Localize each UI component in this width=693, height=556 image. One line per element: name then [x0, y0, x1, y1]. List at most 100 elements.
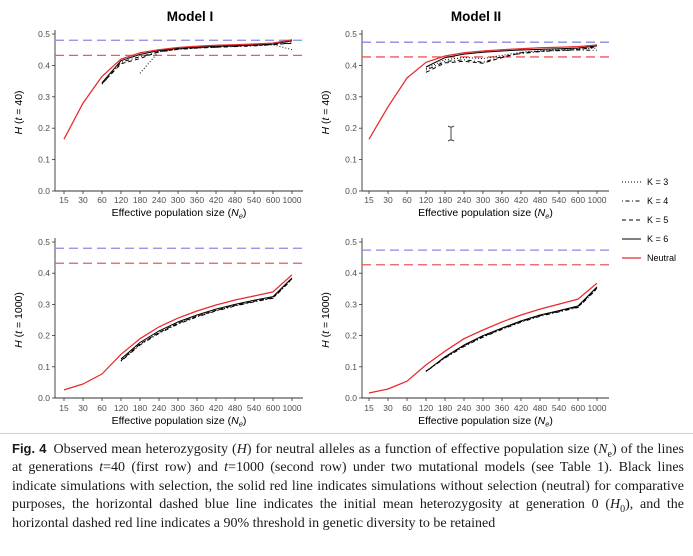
x-axis-title-text: )	[549, 207, 553, 219]
series-line-neutral	[368, 44, 598, 140]
x-tick-label: 480	[533, 195, 547, 205]
legend-item-k-3: K = 3	[622, 177, 668, 187]
x-tick-label: 30	[383, 403, 393, 413]
x-tick-label: 30	[78, 195, 88, 205]
y-tick-label: 0.2	[38, 331, 50, 341]
y-tick-label: 0.0	[38, 186, 50, 196]
y-axis-title-symbol: t	[320, 117, 332, 121]
x-tick-label: 600	[571, 403, 585, 413]
y-tick-label: 0.0	[345, 393, 357, 403]
x-axis-title-text: )	[243, 415, 247, 427]
x-axis-title-symbol: N	[538, 207, 546, 219]
x-tick-label: 60	[402, 403, 412, 413]
caption-text: ), and the horizontal dashed red line in…	[12, 497, 685, 531]
y-axis-title-symbol: t	[320, 330, 332, 334]
x-tick-label: 1000	[283, 195, 302, 205]
figure-label: Fig. 4	[12, 441, 47, 456]
y-axis-title-symbol: H	[320, 340, 332, 348]
y-axis-title-text: = 1000)	[320, 292, 332, 331]
caption-text: Observed mean heterozygosity (	[53, 442, 237, 457]
x-tick-label: 420	[209, 195, 223, 205]
table-1-link[interactable]: Table 1	[559, 460, 605, 476]
series-line-k-6	[425, 286, 598, 372]
series-line-k-6	[101, 40, 293, 84]
y-axis-title: H (t = 40)	[13, 90, 25, 134]
figure-caption: Fig. 4 Observed mean heterozygosity (H) f…	[12, 440, 684, 533]
series-line-k-5	[120, 278, 293, 361]
caption-text: =1000 (second row) under two mutational …	[228, 460, 560, 476]
x-tick-label: 120	[114, 195, 128, 205]
x-axis-title-subscript: e	[239, 212, 243, 221]
chart-panel: 0.0 0.1 0.2 0.3 0.4 0.5 15 30 60 120 180 240 300 360 4…	[320, 237, 609, 429]
x-tick-label: 480	[533, 403, 547, 413]
x-tick-label: 120	[114, 403, 128, 413]
x-tick-label: 1000	[588, 403, 607, 413]
x-tick-label: 540	[552, 403, 566, 413]
x-axis-title-symbol: N	[231, 207, 239, 219]
y-axis-title: H (t = 40)	[320, 90, 332, 134]
series-line-k-3	[120, 278, 293, 361]
y-axis-title-symbol: H	[320, 127, 332, 135]
legend: K = 3 K = 4 K = 5 K = 6 Neutral	[622, 177, 676, 263]
x-tick-label: 300	[171, 403, 185, 413]
y-axis-title: H (t = 1000)	[13, 292, 25, 348]
x-tick-label: 1000	[283, 403, 302, 413]
legend-label: K = 5	[647, 215, 668, 225]
y-tick-label: 0.5	[345, 237, 357, 247]
legend-label: K = 6	[647, 234, 668, 244]
x-axis-title-subscript: e	[239, 420, 243, 429]
x-tick-label: 60	[97, 195, 107, 205]
x-tick-label: 240	[152, 403, 166, 413]
x-tick-label: 180	[133, 403, 147, 413]
x-tick-label: 540	[247, 403, 261, 413]
y-axis-title-symbol: H	[13, 340, 25, 348]
x-tick-label: 540	[247, 195, 261, 205]
y-axis-title-symbol: H	[13, 127, 25, 135]
series-line-k-4	[425, 288, 598, 372]
legend-item-k-4: K = 4	[622, 196, 668, 206]
y-axis-title-symbol: t	[13, 117, 25, 121]
y-axis-title-symbol: t	[13, 330, 25, 334]
x-axis-title-text: )	[243, 207, 247, 219]
x-tick-label: 180	[133, 195, 147, 205]
series-line-neutral	[63, 39, 293, 140]
x-tick-label: 120	[419, 403, 433, 413]
figure-canvas: Model I 0.0 0.1 0.2 0.3 0.4 0.5 15 30 60 120 180 240…	[13, 9, 676, 429]
x-tick-label: 600	[266, 195, 280, 205]
panel-title: Model I	[167, 9, 214, 24]
y-tick-label: 0.2	[38, 123, 50, 133]
x-tick-label: 15	[364, 195, 374, 205]
x-tick-label: 480	[228, 403, 242, 413]
x-tick-label: 180	[438, 403, 452, 413]
x-axis-title: Effective population size (Ne)	[418, 207, 553, 221]
caption-symbol-h: H	[610, 497, 621, 513]
y-tick-label: 0.3	[38, 92, 50, 102]
caption-subscript: 0	[620, 504, 626, 516]
x-tick-label: 180	[438, 195, 452, 205]
series-line-k-4	[425, 49, 598, 71]
y-tick-label: 0.1	[345, 362, 357, 372]
x-tick-label: 1000	[588, 195, 607, 205]
legend-item-neutral: Neutral	[622, 253, 676, 263]
chart-panel: Model II 0.0 0.1 0.2 0.3 0.4 0.5 15 30 60 120 180 24…	[320, 9, 609, 221]
x-tick-label: 360	[190, 195, 204, 205]
x-tick-label: 15	[59, 403, 69, 413]
y-tick-label: 0.3	[345, 299, 357, 309]
caption-symbol-t: t	[99, 460, 104, 476]
x-tick-label: 60	[402, 195, 412, 205]
y-tick-label: 0.4	[345, 268, 357, 278]
x-tick-label: 300	[476, 195, 490, 205]
y-tick-label: 0.2	[345, 331, 357, 341]
x-axis-title: Effective population size (Ne)	[112, 415, 247, 429]
series-line-k-5	[425, 46, 598, 73]
x-axis-title-subscript: e	[545, 420, 549, 429]
caption-text: =40 (first row) and	[103, 460, 225, 476]
x-tick-label: 360	[495, 403, 509, 413]
x-tick-label: 360	[495, 195, 509, 205]
y-axis-title-text: (	[320, 120, 332, 127]
x-axis-title-text: Effective population size (	[112, 415, 232, 427]
y-tick-label: 0.5	[38, 29, 50, 39]
text-cursor-icon	[447, 125, 455, 142]
legend-label: K = 4	[647, 196, 668, 206]
legend-item-k-6: K = 6	[622, 234, 668, 244]
